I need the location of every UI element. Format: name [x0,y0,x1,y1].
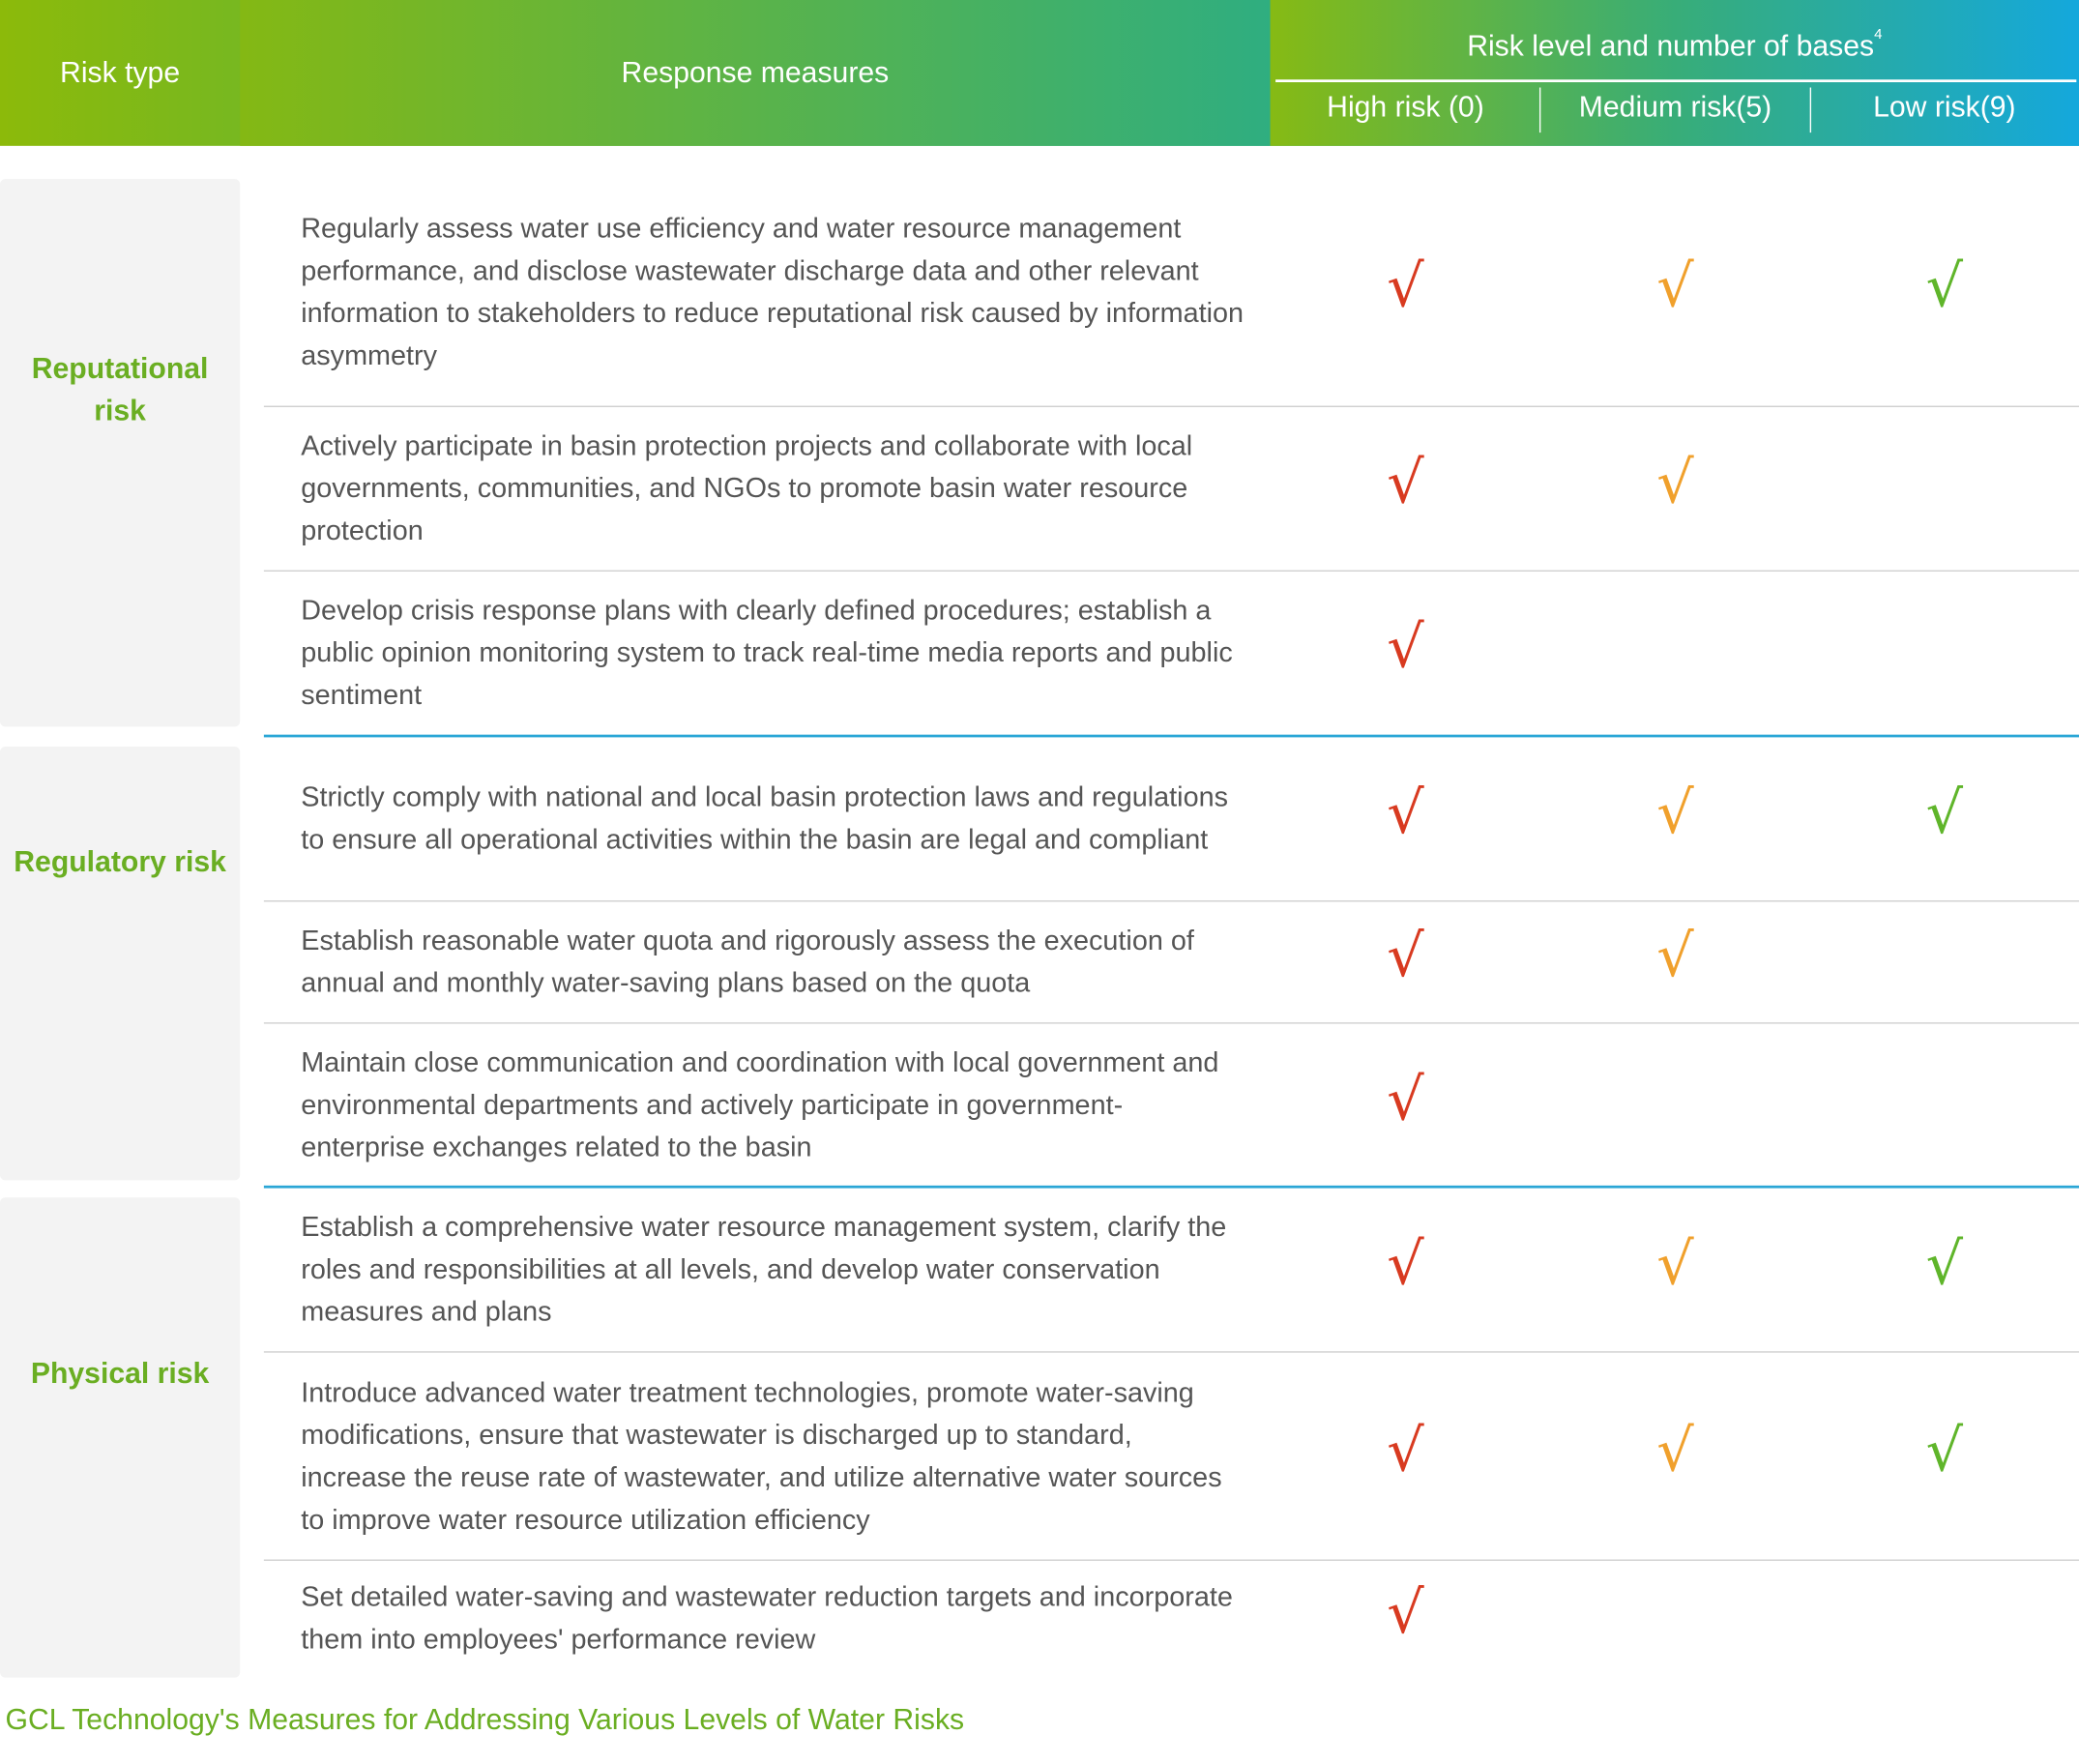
measure: Strictly comply with national and local … [301,781,1229,855]
check-mark: √ [1925,1229,1964,1298]
check-mark: √ [1656,1229,1694,1298]
group-box [0,1197,241,1678]
group-box [0,746,241,1181]
divider [1538,87,1541,133]
check-mark: √ [1387,1229,1424,1298]
row-divider [263,900,2079,902]
header-cell: Risk type [0,0,240,146]
measure: Introduce advanced water treatment techn… [301,1376,1222,1536]
check-mark: √ [1387,779,1424,847]
level-header: Low risk(9) [1873,90,2016,124]
measure: Actively participate in basin protection… [301,430,1193,546]
measure: Set detailed water-saving and wastewater… [301,1581,1233,1656]
check-mark: √ [1656,1417,1694,1485]
header-text: Response measures [621,55,890,89]
measure: Establish a comprehensive water resource… [301,1211,1227,1327]
check-mark: √ [1387,449,1424,517]
group-divider [263,1185,2079,1189]
group-name: Reputational risk [31,351,209,427]
row: Regularly assess water use efficiency an… [264,179,2079,407]
row: Develop crisis response plans with clear… [264,572,2079,736]
row: Establish a comprehensive water resource… [264,1187,2079,1352]
check-mark: √ [1925,1417,1964,1485]
group-box [0,179,241,727]
header-text: Risk level and number of bases [1467,29,1875,63]
row: Introduce advanced water treatment techn… [264,1353,2079,1561]
measure: Maintain close communication and coordin… [301,1046,1219,1162]
measure: Regularly assess water use efficiency an… [301,213,1244,371]
group-divider [263,734,2079,738]
header-cell: Response measures [240,0,1270,146]
check-mark: √ [1387,1065,1424,1133]
row-divider [263,1559,2079,1561]
row-divider [263,405,2079,407]
group-name: Physical risk [30,1356,210,1391]
footnote: 4 [1874,26,1883,43]
row: Strictly comply with national and local … [264,736,2079,901]
header-cell-bg [1270,0,2079,146]
level-header: Medium risk(5) [1578,90,1772,124]
measure: Develop crisis response plans with clear… [301,595,1233,711]
check-mark: √ [1656,779,1694,847]
row: Establish reasonable water quota and rig… [264,901,2079,1023]
header-text: Risk type [60,55,181,89]
row-divider [263,570,2079,572]
row: Set detailed water-saving and wastewater… [264,1561,2079,1678]
check-mark: √ [1925,779,1964,847]
header-cell-bg [240,0,1271,146]
row-divider [263,1351,2079,1353]
check-mark: √ [1387,252,1424,321]
check-mark: √ [1656,923,1694,991]
check-mark: √ [1925,252,1964,321]
check-mark: √ [1387,923,1424,991]
header-cell: Risk level and number of bases 4 [1271,18,2079,74]
group-name: Regulatory risk [14,844,226,878]
check-mark: √ [1656,449,1694,517]
level-header: High risk (0) [1327,90,1484,124]
row: Actively participate in basin protection… [264,407,2079,572]
divider [1275,79,2077,83]
check-mark: √ [1387,1579,1424,1648]
row-divider [263,1022,2079,1024]
measure: Establish reasonable water quota and rig… [301,926,1194,999]
caption: GCL Technology's Measures for Addressing… [5,1702,965,1736]
check-mark: √ [1387,613,1424,682]
check-mark: √ [1656,252,1694,321]
row: Maintain close communication and coordin… [264,1024,2079,1188]
divider [1809,87,1812,133]
check-mark: √ [1387,1417,1424,1485]
